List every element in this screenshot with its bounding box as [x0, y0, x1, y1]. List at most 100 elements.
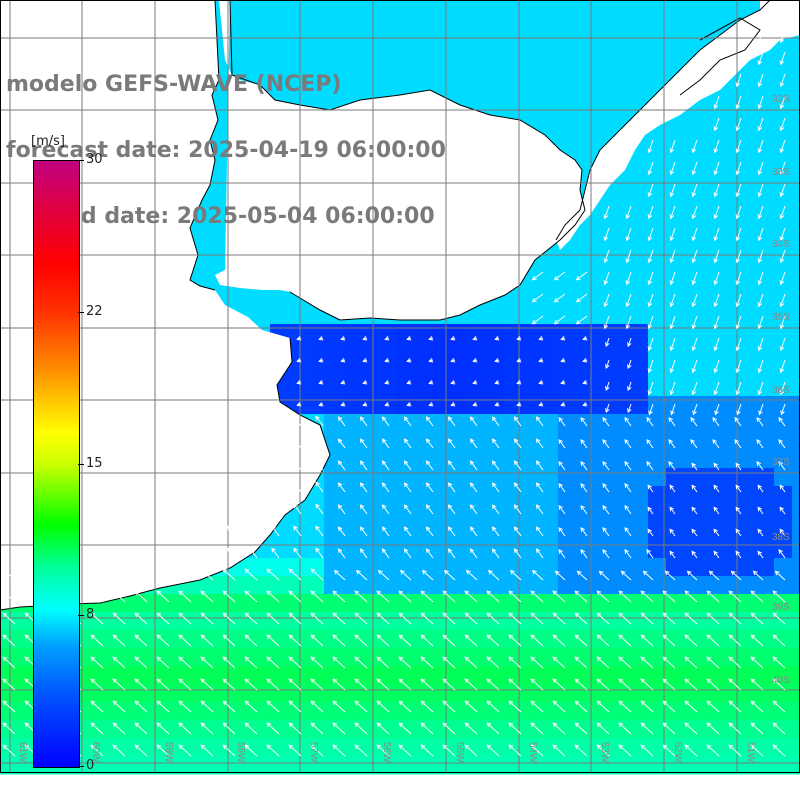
wind-arrow: [425, 548, 434, 559]
wind-arrow: [779, 73, 786, 88]
wind-arrow: [706, 700, 720, 713]
wind-speed-cell: [774, 72, 793, 91]
wind-arrow: [178, 656, 192, 669]
wind-speed-cell: [450, 0, 469, 19]
wind-arrow: [757, 359, 764, 374]
wind-arrow: [669, 337, 676, 352]
wind-speed-cell: [594, 18, 613, 37]
wind-arrow: [560, 402, 566, 407]
wind-speed-cell: [0, 738, 19, 757]
wind-speed-cell: [666, 648, 685, 667]
wind-speed-cell: [594, 576, 613, 595]
wind-speed-cell: [720, 216, 739, 235]
wind-arrow: [640, 656, 654, 669]
wind-arrow: [582, 402, 588, 407]
wind-arrow: [605, 359, 610, 370]
wind-speed-cell: [360, 72, 379, 91]
wind-arrow: [713, 293, 720, 308]
wind-speed-cell: [612, 666, 631, 685]
wind-speed-cell: [486, 666, 505, 685]
wind-arrow: [310, 612, 324, 625]
wind-speed-cell: [702, 594, 721, 613]
wind-speed-cell: [342, 756, 361, 775]
wind-arrow: [222, 722, 236, 735]
wind-arrow: [750, 612, 764, 625]
wind-arrow: [779, 29, 786, 44]
wind-speed-cell: [594, 90, 613, 109]
wind-arrow: [625, 249, 632, 264]
wind-speed-cell: [612, 180, 631, 199]
wind-arrow: [2, 590, 16, 603]
wind-speed-cell: [234, 576, 253, 595]
wind-arrow: [531, 293, 544, 303]
wind-arrow: [406, 402, 412, 407]
wind-speed-cell: [270, 306, 289, 325]
wind-speed-cell: [702, 504, 721, 523]
wind-speed-cell: [396, 522, 415, 541]
wind-speed-cell: [234, 612, 253, 631]
wind-arrow: [2, 678, 16, 691]
wind-speed-cell: [306, 684, 325, 703]
wind-arrow: [535, 504, 544, 515]
wind-speed-cell: [360, 18, 379, 37]
wind-speed-cell: [342, 468, 361, 487]
wind-arrow: [310, 744, 324, 757]
wind-speed-cell: [792, 54, 800, 73]
wind-speed-cell: [270, 702, 289, 721]
wind-speed-cell: [720, 468, 739, 487]
wind-arrow: [288, 634, 302, 647]
wind-arrow: [618, 656, 632, 669]
wind-speed-cell: [414, 756, 433, 775]
wind-speed-cell: [540, 396, 559, 415]
wind-speed-cell: [378, 342, 397, 361]
wind-arrow: [691, 183, 698, 198]
wind-arrow: [112, 722, 126, 735]
wind-speed-cell: [576, 288, 595, 307]
wind-speed-cell: [540, 18, 559, 37]
wind-speed-cell: [720, 180, 739, 199]
wind-speed-cell: [90, 630, 109, 649]
wind-arrow: [244, 678, 258, 691]
wind-arrow: [669, 271, 676, 286]
wind-speed-cell: [612, 450, 631, 469]
wind-speed-cell: [360, 450, 379, 469]
wind-speed-cell: [216, 576, 235, 595]
wind-arrow: [779, 381, 786, 396]
wind-speed-cell: [270, 738, 289, 757]
wind-arrow: [244, 656, 258, 669]
wind-arrow: [531, 569, 544, 581]
wind-speed-cell: [738, 504, 757, 523]
wind-arrow: [403, 548, 412, 559]
wind-speed-cell: [360, 720, 379, 739]
wind-arrow: [513, 416, 522, 427]
wind-arrow: [464, 678, 478, 691]
wind-speed-cell: [270, 576, 289, 595]
wind-arrow: [750, 722, 764, 735]
wind-speed-cell: [540, 504, 559, 523]
wind-arrow: [494, 402, 500, 407]
wind-speed-cell: [522, 738, 541, 757]
wind-speed-cell: [594, 216, 613, 235]
wind-speed-cell: [720, 342, 739, 361]
wind-speed-cell: [792, 144, 800, 163]
wind-speed-cell: [720, 360, 739, 379]
wind-arrow: [640, 722, 654, 735]
wind-speed-cell: [270, 558, 289, 577]
wind-speed-cell: [360, 0, 379, 19]
wind-arrow: [686, 570, 698, 581]
wind-arrow: [509, 569, 522, 581]
wind-arrow: [779, 293, 786, 308]
wind-arrow: [647, 227, 654, 242]
wind-speed-cell: [774, 576, 793, 595]
wind-speed-cell: [270, 630, 289, 649]
wind-arrow: [596, 656, 610, 669]
wind-arrow: [362, 336, 368, 341]
wind-speed-cell: [558, 594, 577, 613]
wind-arrow: [713, 183, 720, 198]
wind-speed-cell: [252, 702, 271, 721]
wind-speed-cell: [378, 558, 397, 577]
wind-speed-cell: [522, 288, 541, 307]
wind-speed-cell: [234, 54, 253, 73]
wind-speed-cell: [774, 468, 793, 487]
wind-speed-cell: [540, 306, 559, 325]
